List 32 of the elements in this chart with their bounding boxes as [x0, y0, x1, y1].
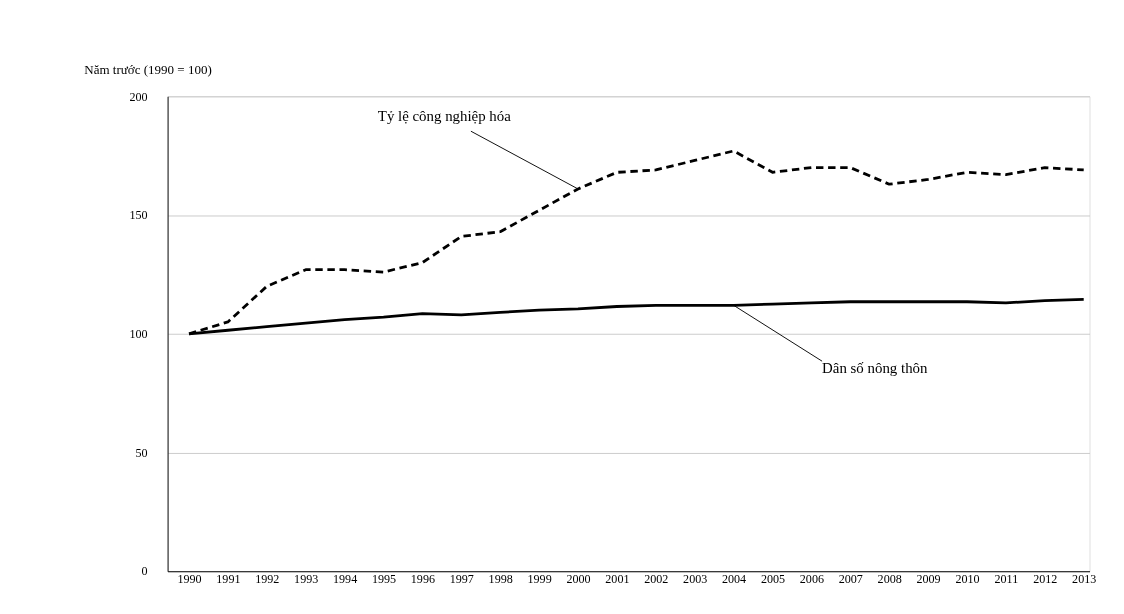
y-tick-label: 0 [141, 564, 148, 579]
x-tick-label: 2013 [1072, 571, 1097, 586]
x-tick-label: 2003 [683, 571, 708, 586]
x-tick-label: 1998 [488, 571, 513, 586]
y-tick-label: 200 [129, 89, 148, 104]
x-tick-label: 2009 [916, 571, 941, 586]
x-tick-label: 1992 [255, 571, 280, 586]
x-tick-label: 2005 [760, 571, 786, 586]
x-tick-label: 2008 [877, 571, 902, 586]
x-tick-label: 2012 [1033, 571, 1058, 586]
x-tick-label: 2006 [799, 571, 824, 586]
x-tick-label: 1999 [527, 571, 552, 586]
x-tick-label: 1991 [216, 571, 241, 586]
y-tick-label: 100 [129, 326, 148, 341]
annotation: Dân số nông thôn [822, 360, 928, 377]
x-tick-label: 2001 [605, 571, 630, 586]
x-tick-label: 2004 [721, 571, 747, 586]
x-tick-label: 1994 [332, 571, 358, 586]
x-tick-label: 1993 [294, 571, 319, 586]
x-tick-label: 2010 [955, 571, 980, 586]
x-tick-label: 1997 [449, 571, 474, 586]
x-tick-label: 2011 [994, 571, 1019, 586]
x-tick-label: 1995 [371, 571, 397, 586]
y-tick-label: 50 [135, 445, 148, 460]
annotation: Tỷ lệ công nghiệp hóa [377, 107, 512, 124]
y-tick-label: 150 [129, 208, 148, 223]
x-tick-label: 1996 [410, 571, 435, 586]
y-axis-title: Năm trước (1990 = 100) [84, 61, 212, 77]
x-tick-label: 2002 [644, 571, 669, 586]
x-tick-label: 1990 [177, 571, 202, 586]
x-tick-label: 2000 [566, 571, 591, 586]
x-tick-label: 2007 [838, 571, 863, 586]
